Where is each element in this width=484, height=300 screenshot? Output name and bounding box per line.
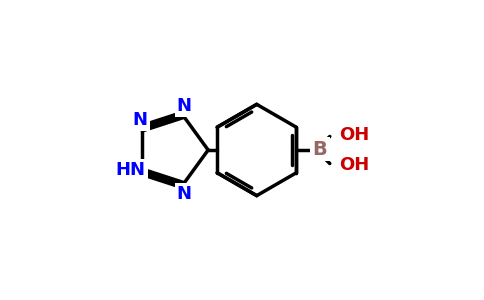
Text: B: B	[313, 140, 327, 159]
Text: N: N	[177, 185, 192, 203]
Text: OH: OH	[339, 126, 369, 144]
Text: N: N	[133, 110, 148, 128]
Text: N: N	[177, 97, 192, 115]
Text: HN: HN	[115, 161, 145, 179]
Text: OH: OH	[339, 156, 369, 174]
